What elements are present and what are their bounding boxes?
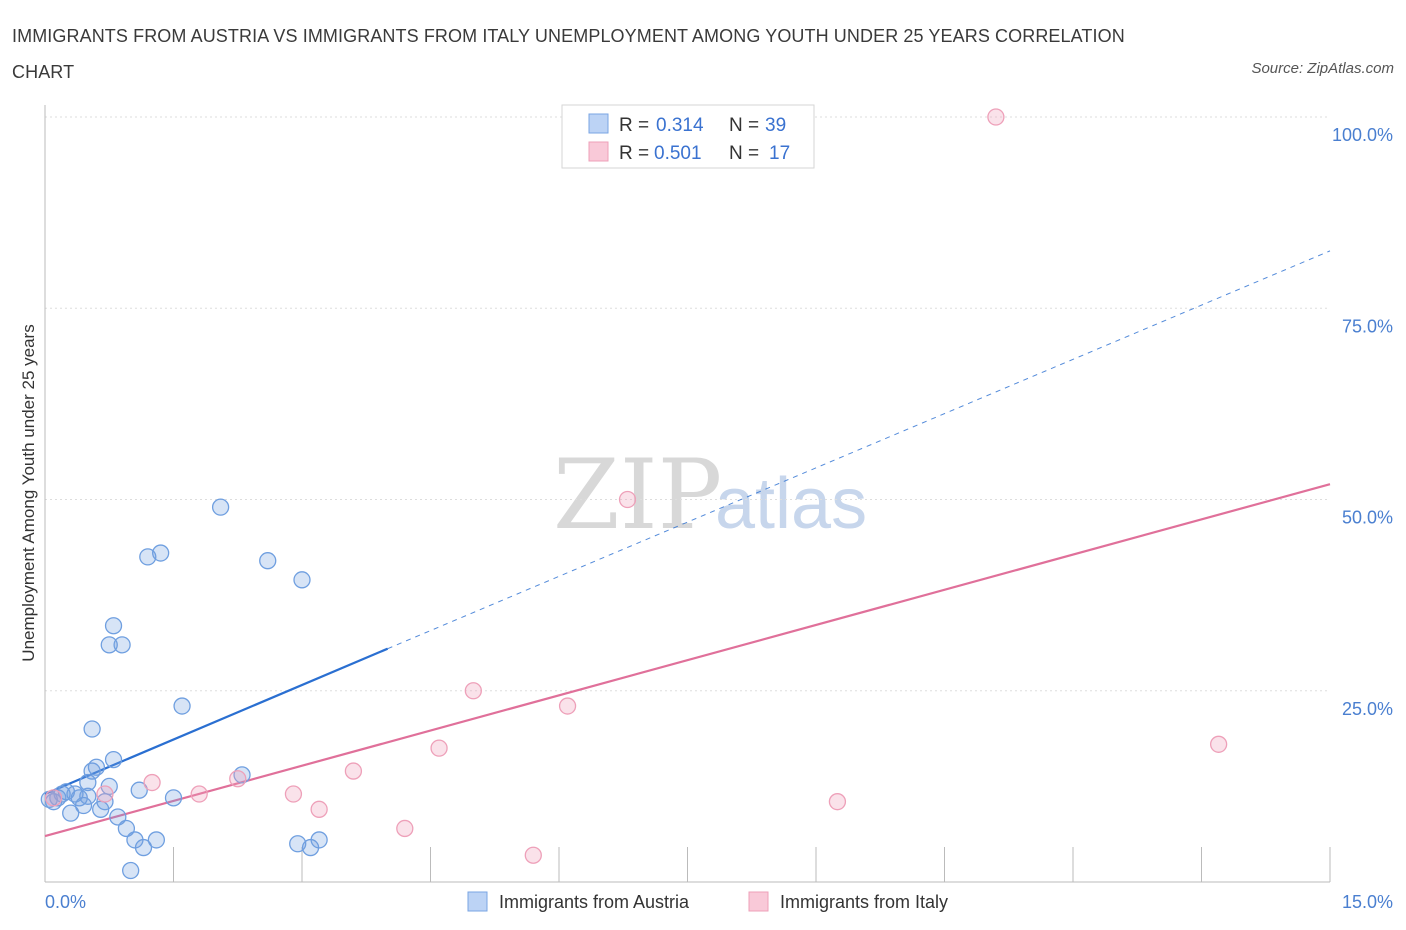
point-austria [104, 617, 123, 635]
point-austria [62, 804, 80, 822]
x-ticks [44, 847, 1331, 882]
point-austria [289, 835, 307, 853]
point-italy [524, 846, 542, 864]
point-austria [164, 789, 183, 807]
point-austria [134, 838, 153, 857]
legend-n-label-italy: N = [729, 143, 759, 164]
point-austria [109, 808, 127, 826]
legend-swatch-austria [588, 113, 609, 134]
legend-r-label-italy: R = [619, 143, 649, 164]
data-points [40, 108, 1228, 880]
y-tick-labels: 100.0% 75.0% 50.0% 25.0% [1332, 125, 1393, 719]
trend-line-austria [44, 647, 389, 796]
point-austria [83, 720, 101, 738]
watermark-zip: ZIP [553, 439, 722, 551]
point-austria [293, 571, 311, 589]
bottom-legend-swatch-austria [467, 891, 488, 912]
point-austria [117, 819, 136, 838]
point-italy [430, 739, 448, 757]
legend-swatch-italy [588, 141, 609, 162]
point-austria [122, 861, 140, 880]
x-tick-label-max: 15.0% [1342, 892, 1393, 912]
y-tick-label: 75.0% [1342, 316, 1393, 336]
trend-lines [44, 250, 1331, 838]
point-italy [44, 789, 63, 807]
point-italy [229, 770, 247, 788]
legend-r-label-austria: R = [619, 115, 649, 136]
point-italy [558, 697, 577, 715]
point-italy [190, 785, 208, 803]
y-axis-label: Unemployment Among Youth under 25 years [19, 324, 38, 661]
gridlines [45, 116, 1330, 692]
legend-r-value-austria: 0.314 [656, 115, 704, 136]
trend-line-austria-extension [387, 250, 1331, 650]
legend-n-value-italy: 17 [769, 143, 790, 164]
legend-n-label-austria: N = [729, 115, 759, 136]
point-austria [130, 781, 148, 799]
point-austria [151, 544, 170, 562]
bottom-legend-label-italy: Immigrants from Italy [780, 892, 948, 912]
y-tick-label: 25.0% [1342, 699, 1393, 719]
point-austria [139, 548, 157, 566]
stats-legend: R = 0.314 N = 39 R = 0.501 N = 17 [561, 104, 815, 169]
y-tick-label: 100.0% [1332, 125, 1393, 145]
point-italy [310, 800, 328, 818]
point-austria [310, 831, 328, 849]
point-italy [96, 785, 114, 803]
point-austria [79, 787, 97, 805]
x-tick-label-min: 0.0% [45, 892, 86, 912]
legend-n-value-austria: 39 [765, 115, 786, 136]
series-legend: Immigrants from Austria Immigrants from … [467, 891, 948, 912]
trend-line-italy [44, 483, 1331, 838]
point-italy [1209, 735, 1228, 753]
point-austria [74, 796, 93, 815]
point-italy [344, 762, 363, 780]
point-austria [87, 758, 106, 776]
y-tick-label: 50.0% [1342, 508, 1393, 528]
bottom-legend-label-austria: Immigrants from Austria [499, 892, 690, 912]
point-austria [104, 750, 123, 769]
bottom-legend-swatch-italy [748, 891, 769, 912]
point-austria [211, 498, 230, 516]
point-austria [147, 831, 166, 849]
legend-r-value-italy: 0.501 [654, 143, 702, 164]
watermark-atlas: atlas [715, 464, 867, 544]
chart-title: IMMIGRANTS FROM AUSTRIA VS IMMIGRANTS FR… [12, 26, 1125, 82]
point-italy [143, 773, 161, 792]
point-austria [259, 552, 277, 570]
point-austria [113, 636, 131, 654]
point-italy [987, 108, 1005, 126]
source-credit: Source: ZipAtlas.com [1251, 60, 1394, 77]
point-italy [618, 490, 637, 509]
point-italy [464, 682, 482, 700]
point-austria [173, 697, 191, 715]
point-italy [396, 819, 414, 838]
point-italy [284, 785, 303, 803]
point-italy [828, 793, 847, 811]
point-austria [100, 636, 118, 654]
